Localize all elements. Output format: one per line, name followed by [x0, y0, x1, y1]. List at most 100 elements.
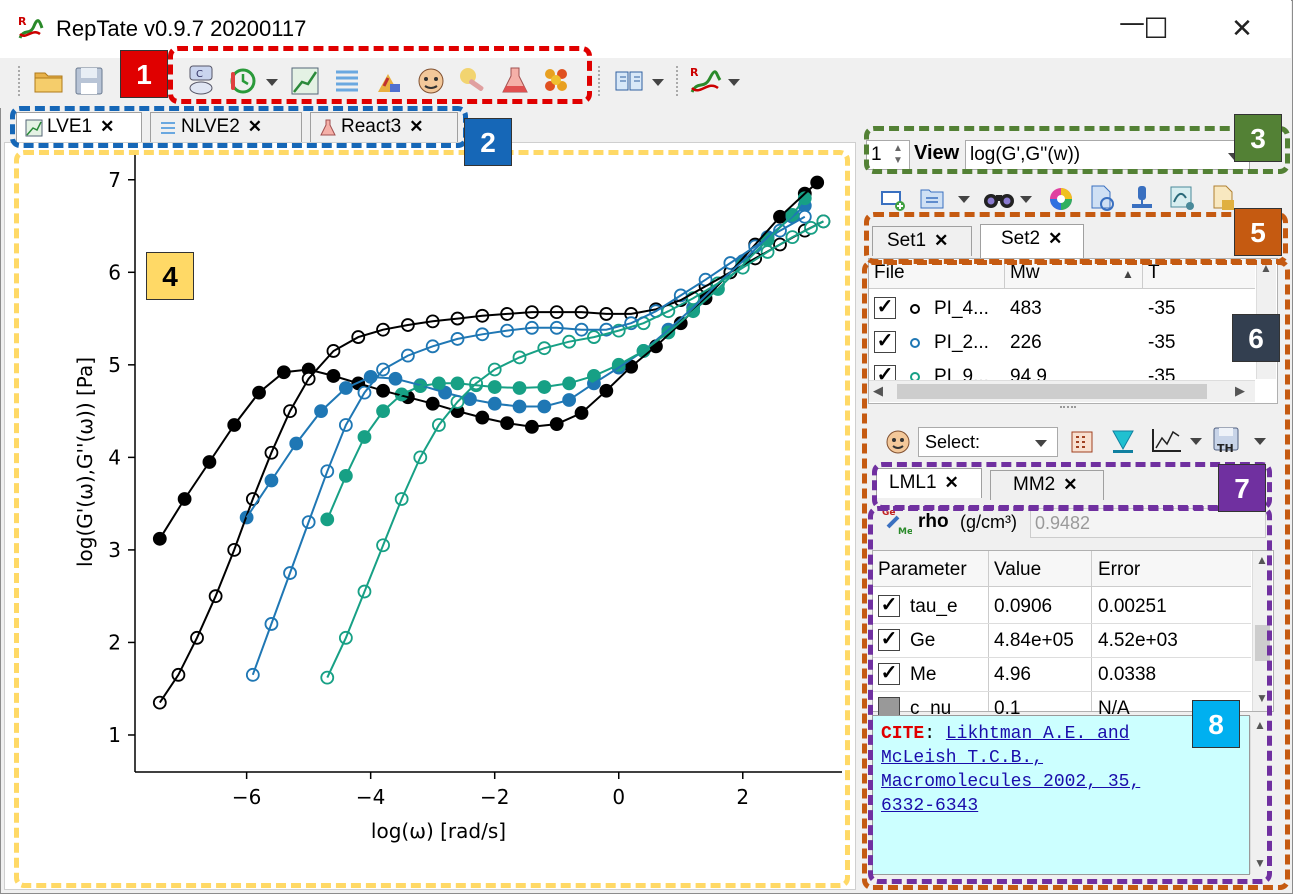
time-temperature-dropdown-arrow[interactable] — [266, 79, 278, 86]
close-tab-icon[interactable]: ✕ — [247, 117, 263, 136]
fit-icon[interactable] — [1110, 428, 1136, 459]
column-header-mw[interactable]: Mw — [1010, 262, 1040, 283]
manual-dropdown-arrow[interactable] — [652, 79, 664, 86]
hscroll-thumb[interactable] — [897, 384, 1207, 399]
column-divider[interactable] — [1004, 259, 1005, 289]
tab-react3[interactable]: React3 ✕ — [310, 112, 458, 142]
chart-svg[interactable]: 1 2 3 4 5 6 7 −6 −4 −2 0 2 log(ω) [rad/s] log(G'(ω),G… — [0, 0, 860, 894]
scroll-left-icon[interactable]: ◀ — [873, 383, 883, 398]
parameter-checkbox[interactable]: ✓ — [878, 595, 900, 617]
scroll-down-icon[interactable]: ▼ — [1256, 691, 1268, 705]
inspect-icon[interactable] — [1128, 184, 1156, 217]
column-header-error[interactable]: Error — [1098, 559, 1141, 580]
new-dataset-icon[interactable] — [880, 186, 906, 217]
close-tab-icon[interactable]: ✕ — [944, 473, 959, 492]
plot-style-dropdown-arrow[interactable] — [1190, 438, 1202, 445]
shift-data-icon[interactable] — [1168, 184, 1196, 217]
gt-application-icon[interactable]: C — [184, 64, 218, 103]
tab-set1[interactable]: Set1 ✕ — [872, 226, 972, 256]
scroll-down-icon[interactable]: ▼ — [1254, 856, 1266, 870]
parameter-checkbox[interactable]: ✓ — [878, 663, 900, 685]
save-theory-icon[interactable]: TH — [1212, 426, 1244, 461]
close-button[interactable]: ✕ — [1231, 14, 1253, 44]
cite-label: CITE — [881, 724, 925, 744]
theory-info-box[interactable]: CITE: Likhtman A.E. and McLeish T.C.B., … — [872, 715, 1250, 875]
cite-link-line[interactable]: Macromolecules 2002, 35, — [881, 772, 1141, 792]
cite-link-line[interactable]: McLeish T.C.B., — [881, 748, 1044, 768]
time-temperature-icon[interactable] — [226, 64, 260, 103]
cite-link-line[interactable]: Likhtman A.E. and — [945, 724, 1130, 744]
data-point[interactable] — [320, 670, 335, 685]
toolbar-grip[interactable] — [18, 66, 22, 96]
reload-file-icon[interactable] — [1088, 184, 1116, 217]
close-tab-icon[interactable]: ✕ — [1063, 475, 1078, 494]
tts-application-icon[interactable] — [414, 64, 448, 103]
binoculars-dropdown-arrow[interactable] — [1020, 196, 1032, 203]
data-point[interactable] — [245, 667, 260, 682]
spin-up-icon[interactable]: ▲ — [893, 143, 903, 154]
color-wheel-icon[interactable] — [1048, 186, 1074, 217]
column-header-file[interactable]: File — [874, 262, 905, 283]
column-header-parameter[interactable]: Parameter — [878, 559, 967, 580]
nlve-application-icon[interactable] — [330, 64, 364, 103]
close-tab-icon[interactable]: ✕ — [409, 117, 424, 136]
calculator-icon[interactable] — [1070, 430, 1094, 459]
reptate-dropdown-arrow[interactable] — [728, 79, 740, 86]
tab-lml1[interactable]: LML1 ✕ — [876, 468, 982, 498]
parameter-cell-value[interactable]: 0.1 — [994, 698, 1021, 719]
cite-link-line[interactable]: 6332-6343 — [881, 796, 979, 816]
open-file-icon[interactable] — [918, 184, 946, 217]
spin-down-icon[interactable]: ▼ — [893, 155, 903, 166]
splitter-handle[interactable] — [1060, 406, 1076, 410]
manual-icon[interactable] — [612, 64, 646, 103]
view-select[interactable]: log(G',G''(w)) — [965, 140, 1250, 170]
open-file-dropdown-arrow[interactable] — [958, 196, 970, 203]
lock-file-icon[interactable] — [1210, 184, 1238, 217]
table-row[interactable] — [873, 658, 1251, 692]
vscroll-thumb[interactable] — [1255, 625, 1270, 661]
parameter-cell-value[interactable]: 4.96 — [994, 664, 1031, 685]
mwd-application-icon[interactable] — [372, 64, 406, 103]
row-checkbox[interactable]: ✓ — [874, 331, 896, 353]
tab-lve1[interactable]: LVE1 ✕ — [16, 112, 142, 142]
tab-nlve2[interactable]: NLVE2 ✕ — [150, 112, 302, 142]
close-tab-icon[interactable]: ✕ — [100, 117, 115, 136]
parameter-checkbox[interactable]: ✓ — [878, 629, 900, 651]
plot-style-icon[interactable] — [1150, 426, 1184, 459]
column-divider[interactable] — [1142, 259, 1143, 289]
theory-icon[interactable] — [884, 428, 912, 461]
flask-application-icon[interactable] — [498, 64, 532, 103]
column-divider[interactable] — [988, 551, 989, 711]
x-tick-label: 0 — [612, 785, 625, 809]
crystal-application-icon[interactable] — [540, 64, 574, 103]
column-header-t[interactable]: T — [1148, 262, 1160, 283]
column-divider[interactable] — [1091, 551, 1092, 711]
row-checkbox[interactable]: ✓ — [874, 297, 896, 319]
scroll-up-icon[interactable]: ▲ — [1260, 261, 1272, 275]
reptate-icon[interactable]: R — [688, 64, 722, 103]
info-vscrollbar[interactable]: ▲ ▼ — [1250, 716, 1270, 874]
table-row[interactable] — [873, 624, 1251, 658]
lve-application-icon[interactable] — [288, 64, 322, 103]
binoculars-icon[interactable] — [982, 186, 1016, 217]
rho-field[interactable]: 0.9482 — [1030, 508, 1266, 538]
table-row[interactable] — [873, 590, 1251, 624]
parameter-cell-value[interactable]: 0.0906 — [994, 596, 1053, 617]
tab-set2[interactable]: Set2 ✕ — [980, 224, 1084, 258]
file-table-hscrollbar[interactable]: ◀ ▶ — [869, 380, 1255, 402]
save-theory-dropdown-arrow[interactable] — [1254, 438, 1266, 445]
scroll-up-icon[interactable]: ▲ — [1256, 553, 1268, 567]
column-header-value[interactable]: Value — [994, 559, 1042, 580]
open-folder-icon[interactable] — [32, 64, 66, 103]
scroll-up-icon[interactable]: ▲ — [1254, 718, 1266, 732]
minimize-button[interactable]: — — [1119, 8, 1145, 38]
react-application-icon[interactable] — [456, 64, 490, 103]
maximize-button[interactable]: ☐ — [1143, 12, 1169, 45]
parameter-cell-value[interactable]: 4.84e+05 — [994, 630, 1074, 651]
close-tab-icon[interactable]: ✕ — [1048, 229, 1063, 248]
tab-mm2[interactable]: MM2 ✕ — [990, 470, 1104, 500]
scroll-right-icon[interactable]: ▶ — [1235, 383, 1245, 398]
close-tab-icon[interactable]: ✕ — [934, 231, 949, 250]
theory-select[interactable]: Select: — [918, 427, 1058, 457]
save-icon[interactable] — [72, 64, 106, 103]
